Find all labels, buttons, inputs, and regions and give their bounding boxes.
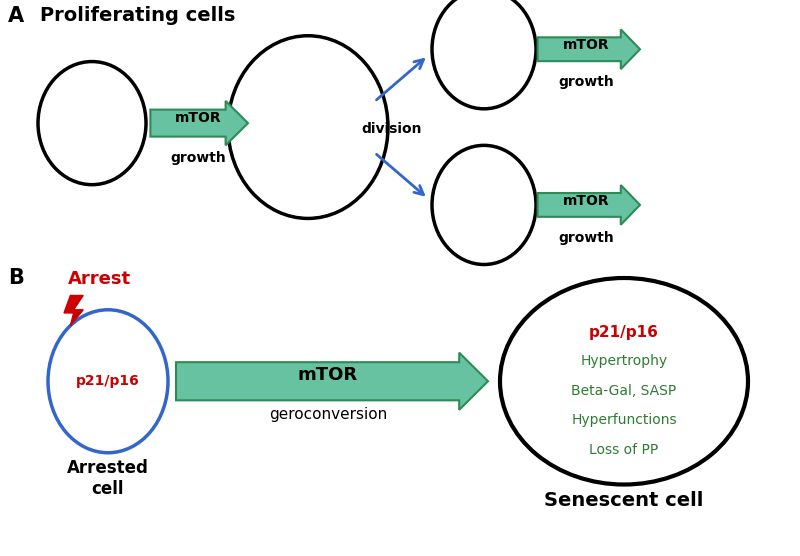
Text: division: division [362, 122, 422, 136]
Text: p21/p16: p21/p16 [76, 374, 140, 388]
Ellipse shape [432, 145, 536, 265]
Text: mTOR: mTOR [298, 366, 358, 384]
Ellipse shape [48, 310, 168, 453]
Text: Hyperfunctions: Hyperfunctions [571, 413, 677, 427]
Text: Arrested
cell: Arrested cell [67, 459, 149, 498]
Text: growth: growth [558, 231, 614, 245]
Text: p21/p16: p21/p16 [589, 325, 659, 340]
Text: growth: growth [558, 76, 614, 90]
Text: mTOR: mTOR [563, 38, 610, 52]
Text: Loss of PP: Loss of PP [590, 443, 658, 456]
Text: growth: growth [170, 151, 226, 165]
Text: mTOR: mTOR [563, 194, 610, 208]
Ellipse shape [432, 0, 536, 109]
Text: Proliferating cells: Proliferating cells [40, 6, 235, 26]
Text: B: B [8, 269, 24, 289]
Polygon shape [64, 295, 83, 326]
Text: mTOR: mTOR [175, 111, 222, 125]
Text: Beta-Gal, SASP: Beta-Gal, SASP [571, 384, 677, 398]
Text: A: A [8, 6, 24, 26]
Ellipse shape [500, 278, 748, 484]
Ellipse shape [228, 36, 388, 219]
Text: Hypertrophy: Hypertrophy [581, 354, 667, 369]
Polygon shape [538, 185, 640, 225]
Text: Senescent cell: Senescent cell [544, 491, 704, 510]
Polygon shape [538, 29, 640, 69]
Polygon shape [176, 353, 488, 410]
Ellipse shape [38, 62, 146, 185]
Text: Arrest: Arrest [68, 270, 131, 288]
Polygon shape [150, 101, 248, 145]
Text: geroconversion: geroconversion [269, 406, 387, 421]
